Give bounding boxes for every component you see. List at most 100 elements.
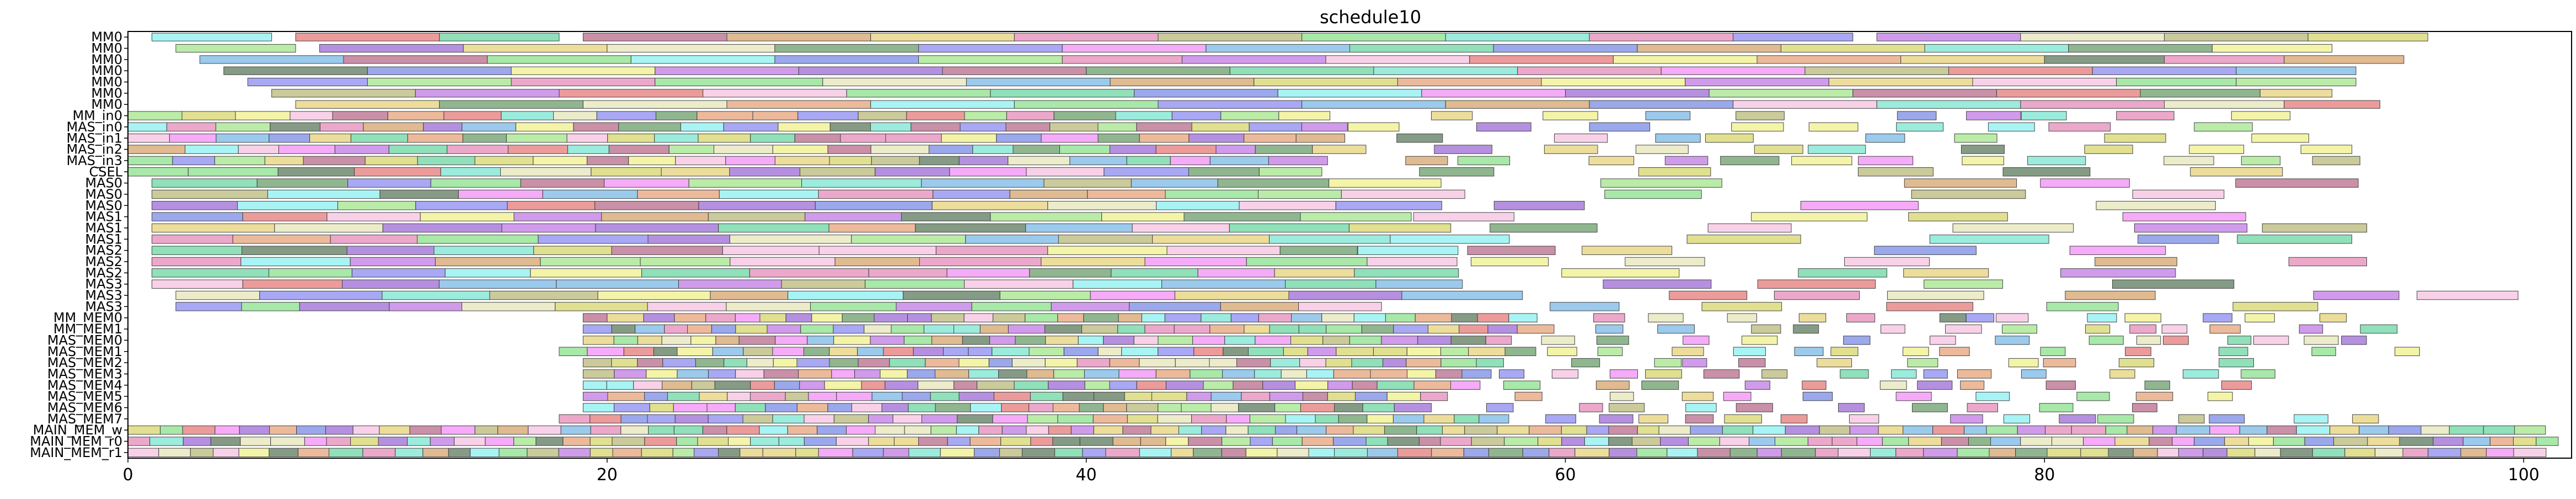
task-bar (988, 358, 1013, 368)
task-bar (1774, 437, 1808, 446)
task-bar (842, 313, 875, 322)
task-bar (2312, 448, 2345, 458)
task-bar (1852, 89, 1997, 98)
task-bar (1995, 313, 2029, 322)
task-bar (1247, 425, 1276, 435)
task-bar (1041, 257, 1145, 267)
task-bar (1753, 425, 1786, 435)
task-bar (1798, 313, 1827, 322)
task-bar (2284, 55, 2404, 64)
x-tick-label: 0 (122, 465, 133, 485)
task-bar (1756, 55, 1902, 64)
task-bar (735, 403, 766, 412)
task-bar (697, 111, 753, 120)
task-bar (1347, 122, 1400, 132)
task-bar (326, 212, 421, 221)
task-bar (566, 134, 608, 143)
task-bar (1041, 134, 1099, 143)
task-bar (395, 448, 424, 458)
task-bar (2134, 223, 2248, 233)
task-bar (801, 178, 922, 188)
task-bar (352, 425, 380, 435)
task-bar (2125, 347, 2151, 356)
task-bar (489, 290, 598, 300)
task-bar (1722, 425, 1754, 435)
task-bar (1493, 44, 1638, 53)
task-bar (1027, 414, 1058, 424)
task-bar (183, 437, 211, 446)
task-bar (1249, 414, 1286, 424)
task-bar (620, 414, 648, 424)
task-bar (2045, 425, 2072, 435)
task-bar (930, 391, 960, 401)
task-bar (1302, 391, 1328, 401)
task-bar (1420, 391, 1448, 401)
task-bar (515, 122, 574, 132)
task-bar (1733, 100, 1877, 109)
task-bar (151, 189, 268, 199)
task-bar (1139, 448, 1172, 458)
task-bar (643, 313, 675, 322)
task-bar (1166, 246, 1281, 255)
task-bar (774, 44, 919, 53)
task-bar (654, 134, 699, 143)
task-bar (1945, 324, 1982, 334)
task-bar (772, 145, 828, 154)
task-bar (2097, 414, 2134, 424)
y-axis: MM0MM0MM0MM0MM0MM0MM0MM_in0MAS_in0MAS_in… (30, 29, 128, 460)
task-bar (1561, 268, 1680, 278)
task-bar (239, 425, 270, 435)
task-bar (1596, 336, 1629, 345)
task-bar (1463, 448, 1489, 458)
task-bar (2027, 156, 2086, 166)
task-bar (127, 145, 186, 154)
task-bar (1960, 380, 1985, 390)
task-bar (2116, 111, 2175, 120)
task-bar (2021, 111, 2067, 120)
task-bar (1405, 156, 1448, 166)
task-bar (1295, 134, 1346, 143)
task-bar (772, 347, 804, 356)
task-bar (2021, 369, 2047, 379)
task-bar (2311, 347, 2336, 356)
task-bar (1488, 448, 1523, 458)
task-bar (971, 302, 1052, 311)
task-bar (2236, 66, 2357, 75)
task-bar (1141, 313, 1165, 322)
task-bar (1517, 66, 1662, 75)
task-bar (677, 347, 713, 356)
task-bar (1431, 448, 1464, 458)
task-bar (169, 134, 217, 143)
task-bar (2020, 33, 2165, 41)
task-bar (1373, 66, 1518, 75)
task-bar (1781, 448, 1816, 458)
task-bar (1874, 246, 1977, 255)
y-tick-label: MM0 (91, 75, 122, 90)
task-bar (966, 77, 1111, 87)
task-bar (1544, 145, 1598, 154)
task-bar (407, 134, 463, 143)
task-bar (918, 55, 1063, 64)
task-bar (1262, 380, 1295, 390)
task-bar (499, 448, 528, 458)
y-tick-label: MAIN_MEM_r1 (30, 445, 122, 460)
task-bar (908, 448, 941, 458)
task-bar (1283, 347, 1308, 356)
task-bar (1241, 391, 1270, 401)
task-bar (947, 437, 971, 446)
task-bar (2008, 358, 2039, 368)
task-bar (1387, 437, 1420, 446)
task-bar (2189, 145, 2245, 154)
task-bar (714, 380, 751, 390)
task-bar (1886, 302, 1973, 311)
task-bar (649, 403, 674, 412)
task-bar (805, 212, 902, 221)
task-bar (1427, 324, 1460, 334)
task-bar (730, 257, 836, 267)
task-bar (1001, 403, 1030, 412)
task-bar (1258, 167, 1322, 177)
task-bar (1171, 448, 1194, 458)
task-bar (1736, 403, 1773, 412)
task-bar (2375, 448, 2403, 458)
task-bar (664, 324, 688, 334)
